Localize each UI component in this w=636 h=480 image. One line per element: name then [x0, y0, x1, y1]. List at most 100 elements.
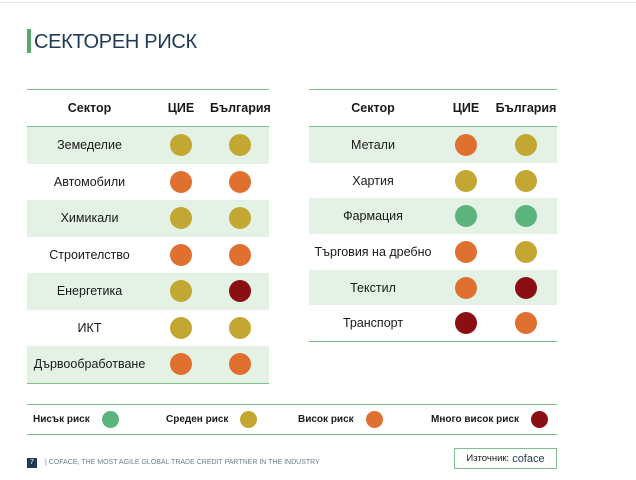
page-number: 7: [27, 458, 37, 468]
risk-legend: Нисък риск Среден риск Висок риск Много …: [27, 404, 557, 435]
table-row: Фармация: [309, 198, 557, 235]
title-accent-bar: [27, 29, 31, 53]
cee-risk-cell: [152, 237, 210, 274]
bulgaria-risk-cell: [210, 237, 269, 274]
bulgaria-risk-cell: [495, 269, 557, 306]
header-cee: ЦИЕ: [437, 89, 495, 127]
medium-risk-dot-icon: [170, 316, 192, 339]
cee-risk-cell: [152, 164, 210, 201]
bulgaria-risk-cell: [210, 200, 269, 237]
high-risk-dot-icon: [170, 243, 192, 266]
table-row: Търговия на дребно: [309, 234, 557, 270]
low-risk-dot-icon: [455, 205, 477, 228]
table-row: Химикали: [27, 200, 269, 237]
medium-risk-dot-icon: [515, 169, 537, 192]
very-high-risk-dot-icon: [228, 280, 251, 303]
table-row: Земеделие: [27, 126, 269, 164]
sector-name: Енергетика: [27, 273, 152, 310]
medium-risk-dot-icon: [455, 169, 477, 192]
table-row: Енергетика: [27, 273, 269, 310]
bulgaria-risk-cell: [210, 164, 269, 201]
table-row: ИКТ: [27, 310, 269, 347]
medium-risk-dot-icon: [170, 134, 192, 157]
legend-label: Много висок риск: [431, 414, 519, 425]
coface-logo: coface: [512, 452, 545, 465]
cee-risk-cell: [152, 346, 210, 384]
table-row: Автомобили: [27, 164, 269, 201]
very-high-risk-dot-icon: [515, 276, 537, 299]
legend-item-medium: Среден риск: [166, 405, 258, 434]
bulgaria-risk-cell: [495, 126, 557, 163]
legend-item-low: Нисък риск: [33, 405, 119, 434]
table-row: Строителство: [27, 237, 269, 274]
table-row: Дървообработване: [27, 346, 269, 384]
cee-risk-cell: [437, 163, 495, 199]
table-body-right: Метали Хартия Фармация Търговия на дребно Те…: [309, 126, 557, 343]
sector-name: Строителство: [49, 247, 130, 262]
low-risk-dot-icon: [515, 205, 537, 228]
sector-name: Дървообработване: [27, 346, 152, 384]
bulgaria-risk-cell: [495, 234, 557, 270]
cee-risk-cell: [437, 305, 495, 343]
legend-label: Среден риск: [166, 414, 229, 425]
high-risk-dot-icon: [228, 170, 251, 193]
legend-item-high: Висок риск: [298, 405, 383, 434]
cee-risk-cell: [152, 273, 210, 310]
medium-risk-dot-icon: [228, 207, 251, 230]
source-box: Източник: coface: [454, 448, 557, 469]
sector-name: Търговия на дребно: [314, 244, 432, 259]
sector-risk-table-right: Сектор ЦИЕ България Метали Хартия Фармация…: [309, 89, 557, 343]
sector-name: Автомобили: [53, 174, 126, 189]
medium-risk-dot-icon: [515, 133, 537, 156]
top-divider: [0, 2, 636, 3]
high-risk-dot-icon: [228, 353, 251, 376]
high-risk-dot-icon: [228, 243, 251, 266]
sector-name: ИКТ: [77, 320, 102, 335]
cee-risk-cell: [152, 310, 210, 347]
page-title: СЕКТОРЕН РИСК: [34, 31, 197, 53]
table-row: Текстил: [309, 269, 557, 306]
table-row: Хартия: [309, 163, 557, 199]
table-body-left: Земеделие Автомобили Химикали Строителство Е…: [27, 126, 269, 384]
high-risk-dot-icon: [455, 240, 477, 263]
header-bulgaria: България: [210, 89, 271, 127]
footer-tagline-text: COFACE, THE MOST AGILE GLOBAL TRADE CRED…: [48, 459, 320, 466]
bulgaria-risk-cell: [495, 163, 557, 199]
high-risk-dot-icon: [170, 170, 192, 193]
sector-name: Метали: [309, 126, 437, 163]
sector-name: Фармация: [309, 198, 437, 235]
bulgaria-risk-cell: [210, 273, 269, 310]
medium-risk-dot-icon: [228, 316, 251, 339]
footer-tagline: | COFACE, THE MOST AGILE GLOBAL TRADE CR…: [45, 459, 320, 466]
sector-name: Хартия: [352, 173, 394, 188]
cee-risk-cell: [437, 234, 495, 270]
high-risk-dot-icon: [515, 312, 537, 335]
header-sector: Сектор: [309, 89, 437, 127]
high-risk-dot-icon: [365, 411, 383, 428]
low-risk-dot-icon: [101, 411, 119, 428]
sector-name: Текстил: [309, 269, 437, 306]
legend-item-very-high: Много висок риск: [431, 405, 548, 434]
table-header-row: Сектор ЦИЕ България: [309, 89, 557, 127]
table-row: Метали: [309, 126, 557, 163]
bulgaria-risk-cell: [495, 305, 557, 343]
sector-name: Транспорт: [309, 305, 437, 343]
very-high-risk-dot-icon: [455, 312, 477, 335]
bulgaria-risk-cell: [210, 310, 269, 347]
medium-risk-dot-icon: [240, 411, 258, 428]
cee-risk-cell: [437, 269, 495, 306]
cee-risk-cell: [152, 200, 210, 237]
bulgaria-risk-cell: [210, 126, 269, 164]
table-row: Транспорт: [309, 305, 557, 343]
sector-name: Земеделие: [27, 126, 152, 164]
sector-risk-table-left: Сектор ЦИЕ България Земеделие Автомобили Х…: [27, 89, 271, 384]
source-label: Източник:: [466, 453, 510, 464]
high-risk-dot-icon: [455, 276, 477, 299]
header-cee: ЦИЕ: [152, 89, 210, 127]
cee-risk-cell: [437, 198, 495, 235]
legend-label: Висок риск: [298, 414, 354, 425]
cee-risk-cell: [152, 126, 210, 164]
header-bulgaria: България: [495, 89, 557, 127]
high-risk-dot-icon: [455, 133, 477, 156]
medium-risk-dot-icon: [515, 240, 537, 263]
